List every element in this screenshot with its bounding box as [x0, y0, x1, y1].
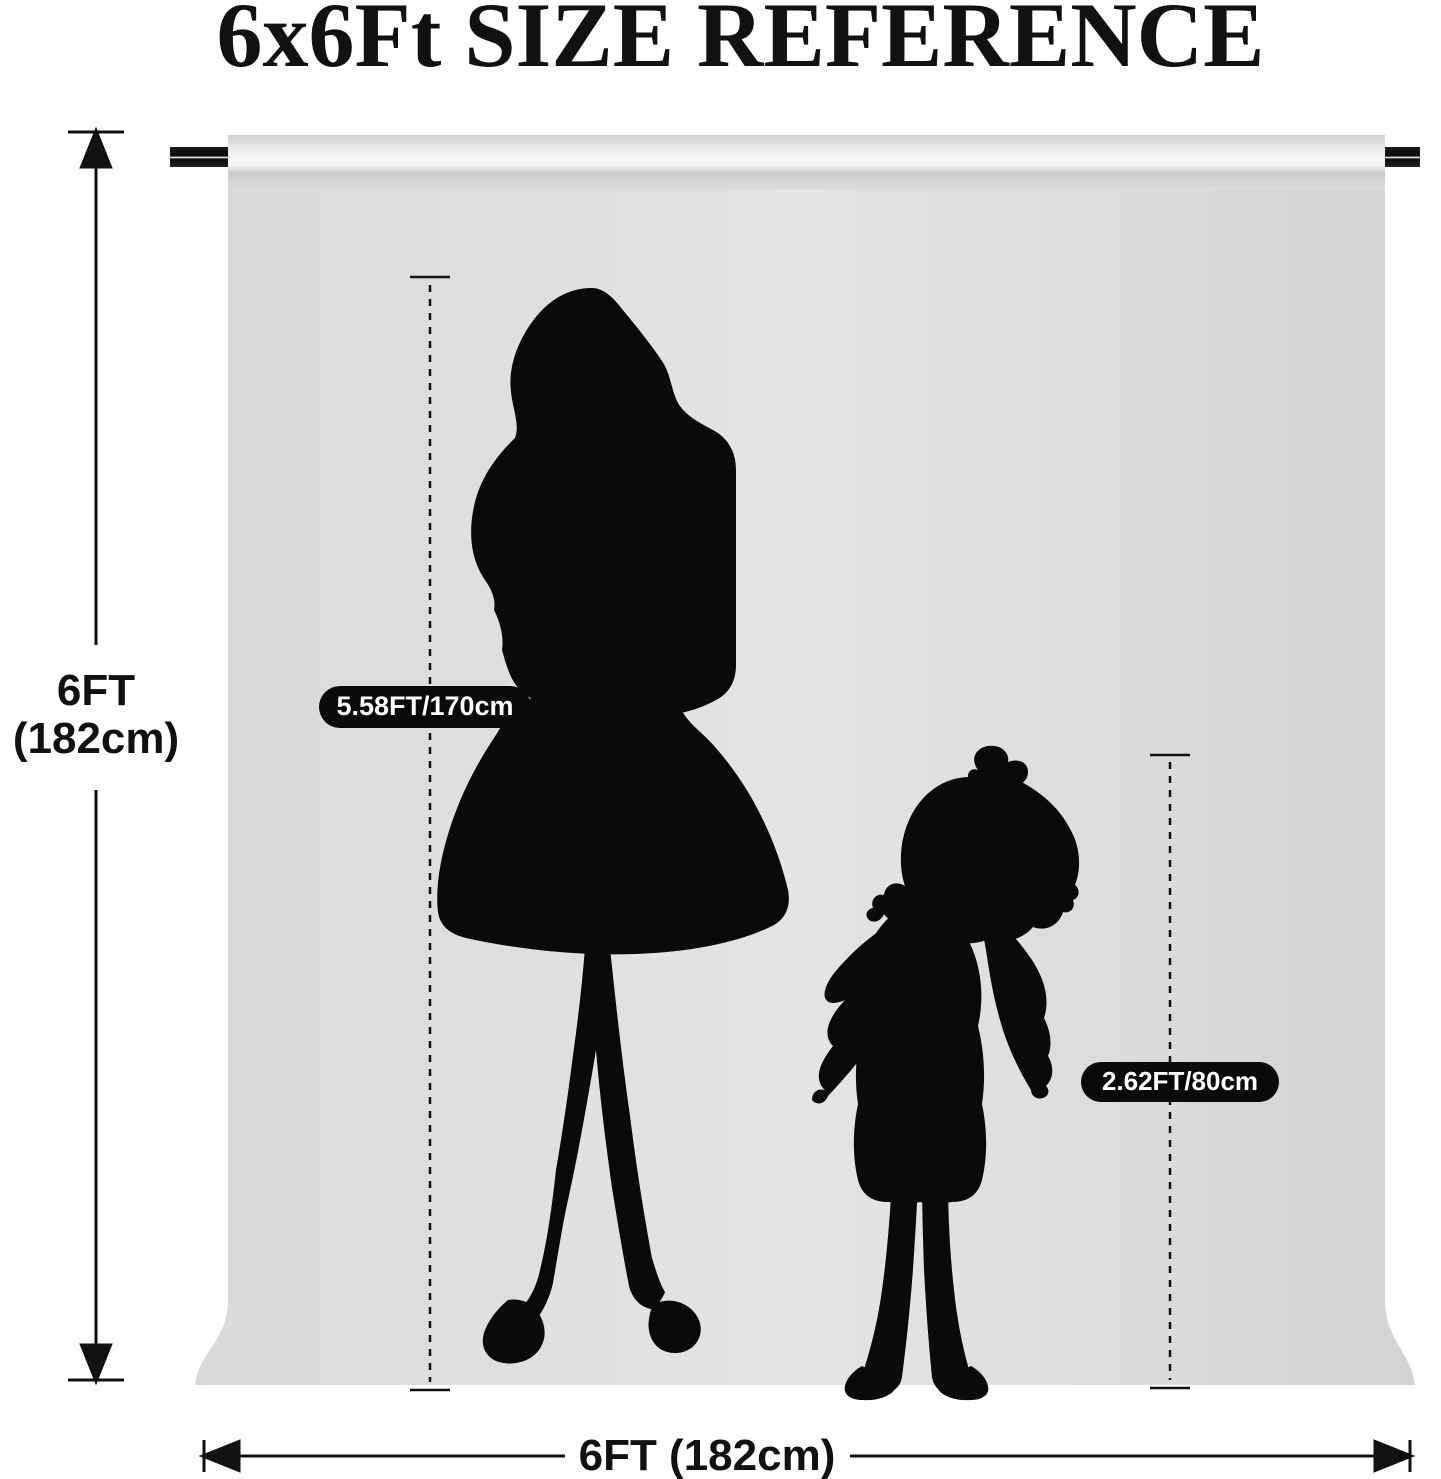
svg-text:2.62FT/80cm: 2.62FT/80cm: [1102, 1066, 1258, 1096]
svg-text:6FT (182cm): 6FT (182cm): [579, 1431, 836, 1479]
svg-text:6FT: 6FT: [57, 666, 135, 715]
svg-text:5.58FT/170cm: 5.58FT/170cm: [336, 691, 513, 721]
svg-text:(182cm): (182cm): [13, 714, 179, 763]
